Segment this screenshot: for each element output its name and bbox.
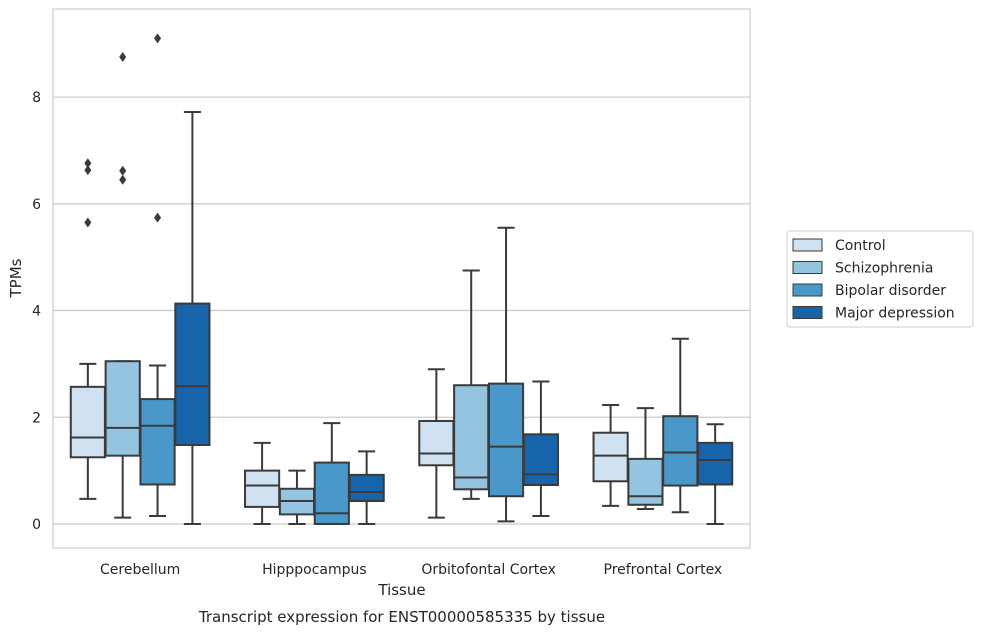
y-tick-label: 6	[32, 197, 41, 213]
outlier-point	[119, 174, 127, 185]
outlier-point	[84, 165, 92, 176]
legend-label: Control	[835, 238, 886, 254]
box	[627, 457, 664, 506]
legend-label: Bipolar disorder	[835, 283, 946, 299]
x-axis-ticks: Cerebellum Hipppocampus Orbitofontal Corte…	[100, 562, 722, 578]
box-group	[697, 423, 734, 525]
y-tick-label: 4	[32, 304, 41, 320]
box	[174, 302, 211, 447]
y-axis-ticks: 0 2 4 6 8	[32, 90, 41, 533]
series-bipolar-disorder	[139, 33, 699, 525]
box	[104, 360, 141, 457]
plot-area-frame	[52, 8, 751, 549]
legend: Control Schizophrenia Bipolar disorder Majo…	[786, 230, 974, 328]
x-axis-label: Tissue	[377, 581, 425, 599]
box	[662, 415, 699, 487]
box	[697, 441, 734, 486]
outlier-point	[154, 33, 162, 44]
legend-swatch	[792, 238, 823, 252]
box	[453, 384, 490, 491]
box	[592, 431, 629, 483]
x-tick-label: Prefrontal Cortex	[604, 562, 723, 578]
x-tick-label: Cerebellum	[100, 562, 180, 578]
box-group	[69, 158, 106, 500]
box-group	[592, 403, 629, 507]
x-tick-label: Hipppocampus	[262, 562, 367, 578]
box	[313, 461, 350, 525]
y-tick-label: 0	[32, 517, 41, 533]
legend-label: Schizophrenia	[835, 261, 933, 277]
box-group	[139, 33, 176, 517]
outlier-point	[84, 158, 92, 169]
legend-swatch	[792, 283, 823, 297]
outlier-point	[154, 212, 162, 223]
box	[139, 398, 176, 486]
series-schizophrenia	[104, 52, 664, 525]
outlier-point	[84, 217, 92, 228]
box-group	[418, 368, 455, 519]
legend-swatch	[792, 306, 823, 319]
y-tick-label: 2	[32, 410, 41, 426]
box-group	[453, 269, 490, 500]
outlier-point	[119, 52, 127, 63]
box-group	[627, 407, 664, 511]
legend-label: Major depression	[835, 306, 955, 322]
box-group	[348, 450, 385, 525]
box	[348, 473, 385, 503]
box-group	[174, 110, 211, 525]
box	[244, 469, 281, 508]
series-major-depression	[174, 110, 734, 525]
legend-swatch	[792, 261, 823, 274]
x-tick-label: Orbitofontal Cortex	[421, 562, 556, 578]
box	[522, 433, 559, 487]
box-group	[487, 226, 525, 523]
legend-frame	[786, 230, 974, 328]
box-group	[662, 337, 699, 514]
box-group	[313, 422, 350, 525]
box	[69, 385, 106, 459]
outlier-point	[119, 165, 127, 176]
box-group	[522, 380, 559, 517]
box-group	[104, 52, 141, 519]
box	[418, 419, 455, 467]
chart-caption: Transcript expression for ENST0000058533…	[198, 608, 605, 626]
box	[487, 382, 525, 498]
box-group	[244, 441, 281, 525]
box-series-layer	[69, 33, 734, 525]
box-group	[278, 469, 316, 525]
y-tick-label: 8	[32, 90, 41, 106]
y-axis-label: TPMs	[7, 258, 25, 298]
